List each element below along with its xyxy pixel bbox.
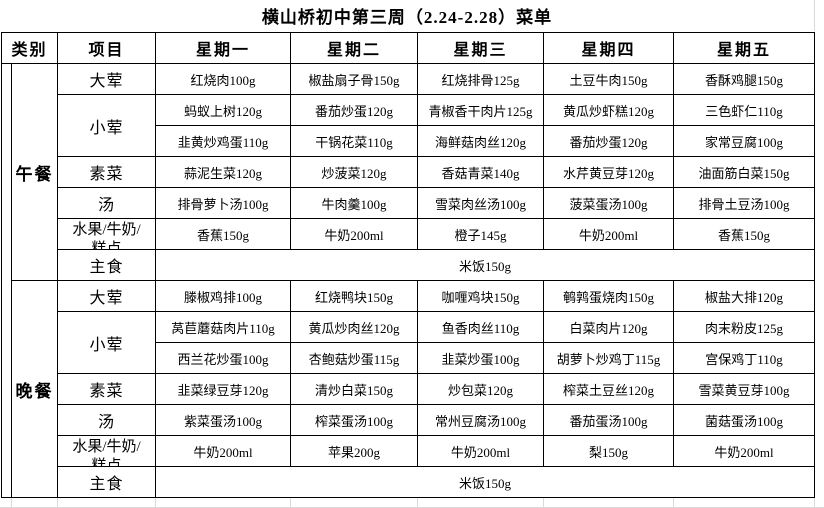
dish-cell: 番茄炒蛋120g bbox=[544, 126, 674, 157]
grid-line bbox=[543, 498, 544, 508]
menu-table: 类别 项目 星期一 星期二 星期三 星期四 星期五 午餐 晚餐 大荤 小荤 素菜… bbox=[1, 32, 815, 498]
dish-cell: 杏鲍菇炒蛋115g bbox=[291, 343, 418, 374]
header-item: 项目 bbox=[58, 33, 156, 64]
dish-cell: 香酥鸡腿150g bbox=[674, 64, 815, 95]
header-thursday: 星期四 bbox=[544, 33, 674, 64]
dish-cell: 榨菜蛋汤100g bbox=[291, 405, 418, 436]
row-label: 小荤 bbox=[58, 312, 156, 374]
row-label: 水果/牛奶/糕点 bbox=[58, 219, 156, 250]
dish-cell: 紫菜蛋汤100g bbox=[156, 405, 291, 436]
grid-line bbox=[155, 498, 156, 508]
dish-cell: 香蕉150g bbox=[674, 219, 815, 250]
dish-cell: 家常豆腐100g bbox=[674, 126, 815, 157]
header-category: 类别 bbox=[2, 33, 58, 64]
dish-cell: 油面筋白菜150g bbox=[674, 157, 815, 188]
dish-cell: 咖喱鸡块150g bbox=[418, 281, 544, 312]
dish-cell: 韭黄炒鸡蛋110g bbox=[156, 126, 291, 157]
dish-cell: 香蕉150g bbox=[156, 219, 291, 250]
row-label: 汤 bbox=[58, 188, 156, 219]
header-monday: 星期一 bbox=[156, 33, 291, 64]
dish-cell: 牛奶200ml bbox=[291, 219, 418, 250]
staple-cell-dinner: 米饭150g bbox=[156, 467, 815, 498]
section-label-dinner: 晚餐 bbox=[12, 281, 58, 498]
dish-cell: 韭菜绿豆芽120g bbox=[156, 374, 291, 405]
dish-cell: 雪菜黄豆芽100g bbox=[674, 374, 815, 405]
header-friday: 星期五 bbox=[674, 33, 815, 64]
dish-cell: 红烧鸭块150g bbox=[291, 281, 418, 312]
dish-cell: 水芹黄豆芽120g bbox=[544, 157, 674, 188]
header-tuesday: 星期二 bbox=[291, 33, 418, 64]
dish-cell: 香菇青菜140g bbox=[418, 157, 544, 188]
dish-cell: 炒包菜120g bbox=[418, 374, 544, 405]
dish-cell: 红烧肉100g bbox=[156, 64, 291, 95]
dish-cell: 干锅花菜110g bbox=[291, 126, 418, 157]
grid-line bbox=[417, 498, 418, 508]
row-label: 大荤 bbox=[58, 281, 156, 312]
grid-line bbox=[814, 0, 815, 31]
dish-cell: 常州豆腐汤100g bbox=[418, 405, 544, 436]
row-label: 小荤 bbox=[58, 95, 156, 157]
dish-cell: 菠菜蛋汤100g bbox=[544, 188, 674, 219]
header-wednesday: 星期三 bbox=[418, 33, 544, 64]
dish-cell: 土豆牛肉150g bbox=[544, 64, 674, 95]
row-label: 大荤 bbox=[58, 64, 156, 95]
dish-cell: 鱼香肉丝110g bbox=[418, 312, 544, 343]
dish-cell: 肉末粉皮125g bbox=[674, 312, 815, 343]
row-label: 素菜 bbox=[58, 374, 156, 405]
dish-cell: 椒盐扇子骨150g bbox=[291, 64, 418, 95]
dish-cell: 排骨土豆汤100g bbox=[674, 188, 815, 219]
dish-cell: 炒菠菜120g bbox=[291, 157, 418, 188]
row-label: 水果/牛奶/糕点 bbox=[58, 436, 156, 467]
row-label: 主食 bbox=[58, 250, 156, 281]
dish-cell: 黄瓜炒虾糕120g bbox=[544, 95, 674, 126]
dish-cell: 胡萝卜炒鸡丁115g bbox=[544, 343, 674, 374]
dish-cell: 三色虾仁110g bbox=[674, 95, 815, 126]
dish-cell: 牛奶200ml bbox=[544, 219, 674, 250]
dish-cell: 梨150g bbox=[544, 436, 674, 467]
dish-cell: 蒜泥生菜120g bbox=[156, 157, 291, 188]
dish-cell: 椒盐大排120g bbox=[674, 281, 815, 312]
dish-cell: 番茄蛋汤100g bbox=[544, 405, 674, 436]
grid-line bbox=[814, 498, 815, 508]
dish-cell: 菌菇蛋汤100g bbox=[674, 405, 815, 436]
dish-cell: 牛肉羹100g bbox=[291, 188, 418, 219]
dish-cell: 红烧排骨125g bbox=[418, 64, 544, 95]
dish-cell: 海鲜菇肉丝120g bbox=[418, 126, 544, 157]
dish-cell: 雪菜肉丝汤100g bbox=[418, 188, 544, 219]
dish-cell: 牛奶200ml bbox=[156, 436, 291, 467]
dish-cell: 宫保鸡丁110g bbox=[674, 343, 815, 374]
staple-cell-lunch: 米饭150g bbox=[156, 250, 815, 281]
dish-cell: 牛奶200ml bbox=[674, 436, 815, 467]
grid-line bbox=[673, 498, 674, 508]
dish-cell: 滕椒鸡排100g bbox=[156, 281, 291, 312]
dish-cell: 橙子145g bbox=[418, 219, 544, 250]
dish-cell: 青椒香干肉片125g bbox=[418, 95, 544, 126]
dish-cell: 榨菜土豆丝120g bbox=[544, 374, 674, 405]
dish-cell: 韭菜炒蛋100g bbox=[418, 343, 544, 374]
dish-cell: 西兰花炒蛋100g bbox=[156, 343, 291, 374]
page-title: 横山桥初中第三周（2.24-2.28）菜单 bbox=[261, 8, 553, 27]
section-label-lunch: 午餐 bbox=[12, 64, 58, 281]
dish-cell: 清炒白菜150g bbox=[291, 374, 418, 405]
dish-cell: 蚂蚁上树120g bbox=[156, 95, 291, 126]
gutter-column bbox=[2, 64, 12, 498]
grid-line bbox=[11, 498, 12, 508]
row-label: 汤 bbox=[58, 405, 156, 436]
row-label: 素菜 bbox=[58, 157, 156, 188]
row-label: 主食 bbox=[58, 467, 156, 498]
dish-cell: 牛奶200ml bbox=[418, 436, 544, 467]
grid-line bbox=[57, 498, 58, 508]
dish-cell: 白菜肉片120g bbox=[544, 312, 674, 343]
dish-cell: 苹果200g bbox=[291, 436, 418, 467]
grid-line bbox=[290, 498, 291, 508]
dish-cell: 番茄炒蛋120g bbox=[291, 95, 418, 126]
dish-cell: 排骨萝卜汤100g bbox=[156, 188, 291, 219]
dish-cell: 黄瓜炒肉丝120g bbox=[291, 312, 418, 343]
dish-cell: 莴苣蘑菇肉片110g bbox=[156, 312, 291, 343]
dish-cell: 鹌鹑蛋烧肉150g bbox=[544, 281, 674, 312]
